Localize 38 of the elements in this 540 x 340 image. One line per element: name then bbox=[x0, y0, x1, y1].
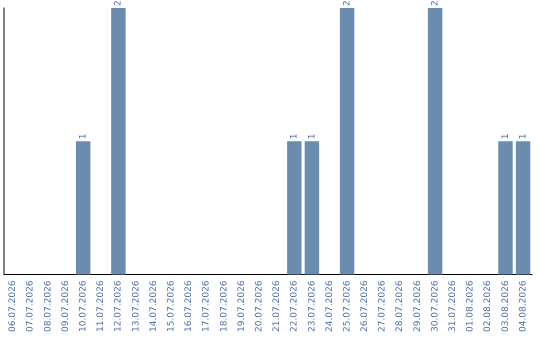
x-tick-label: 26.07.2026 bbox=[360, 280, 370, 332]
x-tick-label: 12.07.2026 bbox=[114, 280, 124, 332]
x-tick-label: 13.07.2026 bbox=[131, 280, 142, 332]
x-tick-label: 19.07.2026 bbox=[236, 280, 247, 332]
x-tick-label: 18.07.2026 bbox=[219, 280, 230, 332]
x-tick-label: 29.07.2026 bbox=[412, 280, 423, 332]
x-tick-label: 15.07.2026 bbox=[166, 280, 176, 332]
x-tick-label: 24.07.2026 bbox=[324, 280, 335, 332]
x-tick-label: 17.07.2026 bbox=[202, 280, 212, 332]
x-tick-label: 25.07.2026 bbox=[342, 280, 352, 332]
x-tick-label: 11.07.2026 bbox=[96, 280, 106, 332]
x-tick-label: 27.07.2026 bbox=[378, 280, 388, 332]
data-label: 1 bbox=[307, 134, 318, 140]
data-label: 2 bbox=[342, 0, 352, 6]
x-tick-label: 21.07.2026 bbox=[272, 280, 282, 332]
x-tick-label: 22.07.2026 bbox=[290, 280, 300, 332]
x-tick-label: 31.07.2026 bbox=[448, 280, 458, 332]
x-tick-label: 01.08.2026 bbox=[466, 280, 476, 332]
x-tick-label: 28.07.2026 bbox=[395, 280, 406, 332]
data-label: 1 bbox=[290, 134, 300, 140]
x-tick-label: 14.07.2026 bbox=[148, 280, 159, 332]
x-tick-label: 16.07.2026 bbox=[184, 280, 194, 332]
x-tick-label: 08.07.2026 bbox=[43, 280, 54, 332]
x-tick-label: 04.08.2026 bbox=[518, 280, 528, 332]
data-label: 1 bbox=[518, 134, 528, 140]
x-tick-label: 23.07.2026 bbox=[307, 280, 318, 332]
x-tick-label: 02.08.2026 bbox=[483, 280, 494, 332]
x-tick-label: 10.07.2026 bbox=[78, 280, 89, 332]
x-tick-label: 30.07.2026 bbox=[430, 280, 440, 332]
data-label: 2 bbox=[430, 0, 440, 6]
x-tick-label: 03.08.2026 bbox=[500, 280, 511, 332]
data-label: 1 bbox=[500, 134, 511, 140]
x-tick-label: 07.07.2026 bbox=[26, 280, 36, 332]
data-label: 2 bbox=[114, 0, 124, 6]
x-tick-label: 09.07.2026 bbox=[60, 280, 71, 332]
data-label: 1 bbox=[78, 134, 89, 140]
x-tick-label: 06.07.2026 bbox=[8, 280, 18, 332]
x-tick-label: 20.07.2026 bbox=[254, 280, 264, 332]
